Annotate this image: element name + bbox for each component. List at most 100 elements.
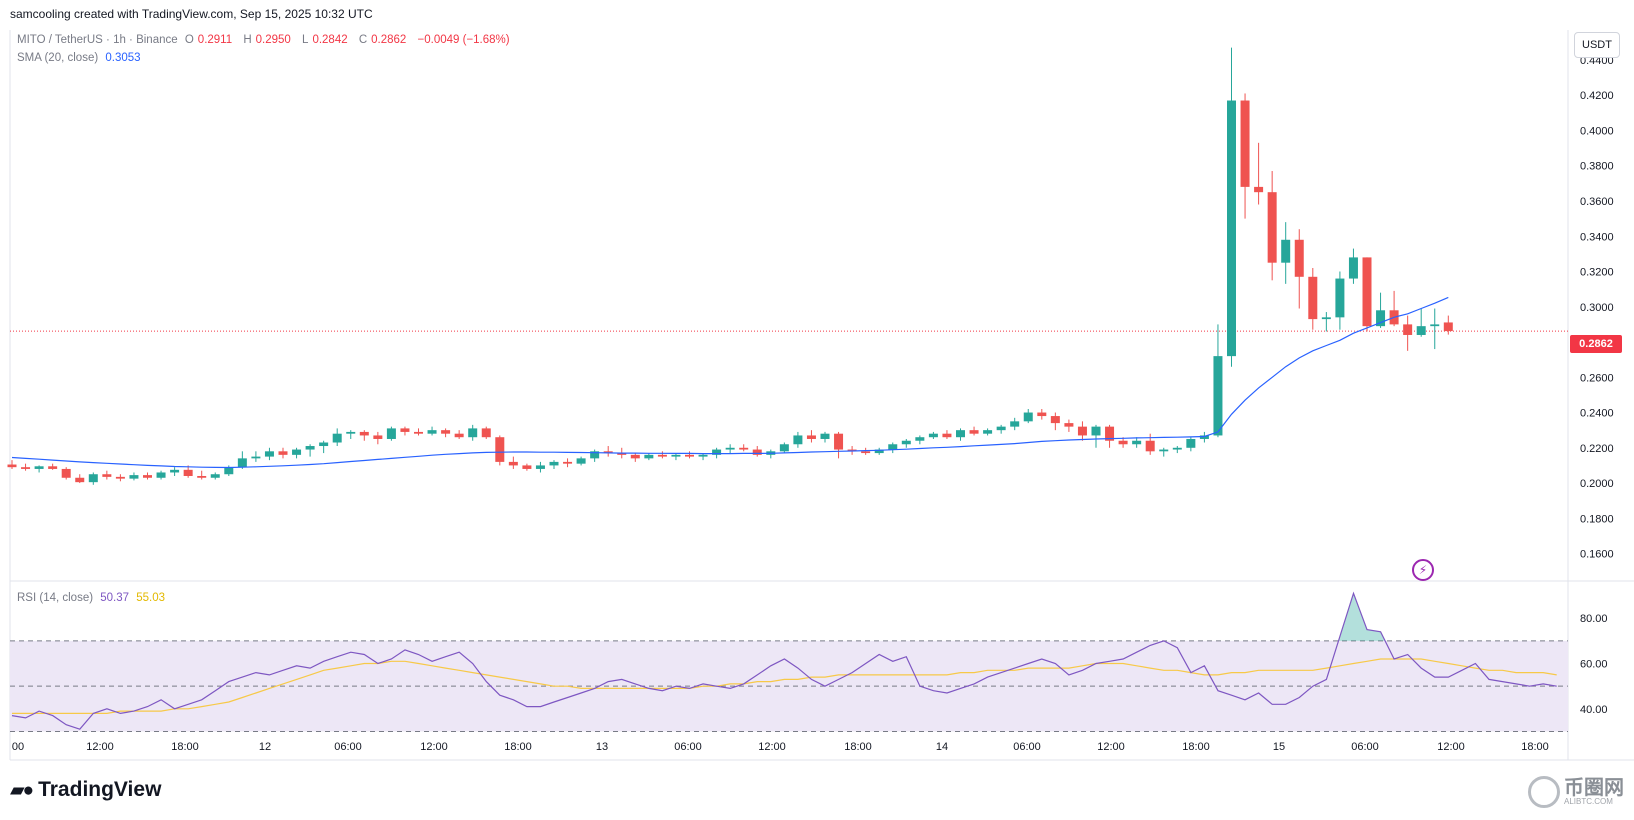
price-tick-label: 0.4000 (1580, 125, 1614, 137)
chart-attribution: samcooling created with TradingView.com,… (10, 7, 373, 21)
time-tick-label: 06:00 (674, 741, 702, 753)
candle-body (657, 454, 667, 457)
candle-body (685, 454, 694, 457)
time-tick-label: 18:00 (1521, 741, 1549, 753)
time-tick-label: 12:00 (1437, 741, 1465, 753)
candle-body (61, 468, 71, 478)
price-tick-label: 0.4200 (1580, 90, 1614, 102)
watermark-url: ALIBTC.COM (1564, 797, 1613, 806)
candle-body (1132, 440, 1142, 445)
open-label: O (184, 34, 194, 46)
candle-body (1105, 426, 1115, 441)
candle-body (1172, 447, 1182, 450)
time-tick-label: 12:00 (420, 741, 448, 753)
price-tick-label: 0.3200 (1580, 267, 1614, 279)
candle-body (983, 430, 993, 434)
candle-body (359, 431, 369, 436)
rsi-value: 50.37 (100, 592, 130, 604)
high-value: 0.2950 (255, 34, 291, 46)
time-tick-label: 06:00 (1351, 741, 1379, 753)
candle-body (264, 451, 274, 457)
candle-body (1118, 440, 1128, 445)
candle-body (1159, 449, 1169, 452)
candle-body (1348, 257, 1358, 279)
candle-body (901, 440, 911, 445)
candle-body (427, 430, 437, 434)
watermark: 币圈网 ALIBTC.COM (1528, 776, 1624, 808)
candle-body (156, 472, 166, 478)
candle-body (1240, 100, 1250, 187)
price-tick-label: 0.2000 (1580, 478, 1614, 490)
candle-body (34, 466, 44, 469)
candle-body (7, 464, 17, 468)
rsi-tick-label: 40.00 (1580, 704, 1608, 716)
change-value: −0.0049 (−1.68%) (417, 34, 510, 46)
sma-line (11, 296, 1449, 469)
time-tick-label: 18:00 (1182, 741, 1210, 753)
candle-body (481, 428, 491, 438)
candle-body (549, 461, 559, 466)
tradingview-brand[interactable]: ▰● TradingView (10, 778, 161, 802)
candle-body (996, 426, 1006, 431)
candle-body (1443, 322, 1453, 332)
candle-body (834, 433, 844, 450)
time-tick-label: 06:00 (334, 741, 362, 753)
rsi-label[interactable]: RSI (14, close) (17, 592, 94, 604)
low-label: L (302, 34, 309, 46)
candle-body (698, 454, 708, 457)
candle-body (1362, 257, 1372, 327)
candle-body (1091, 426, 1101, 436)
candle-body (346, 431, 356, 434)
time-tick-label: 12:00 (86, 741, 114, 753)
time-tick-label: 15 (1273, 741, 1285, 753)
candle-body (1267, 192, 1277, 263)
candle-body (251, 456, 261, 459)
rsi-legend: RSI (14, close) 50.37 55.03 (17, 592, 169, 604)
candle-body (779, 444, 789, 452)
candle-body (535, 465, 545, 469)
candle-body (861, 451, 871, 454)
time-tick-label: 18:00 (504, 741, 532, 753)
candle-body (576, 458, 586, 464)
candle-body (644, 454, 654, 459)
candle-body (874, 449, 884, 454)
time-tick-label: 12:00 (758, 741, 786, 753)
candle-body (1308, 276, 1318, 320)
candle-body (319, 442, 329, 447)
price-tick-label: 0.2200 (1580, 443, 1614, 455)
sma-legend: SMA (20, close) 0.3053 (17, 52, 145, 64)
candle-body (1416, 326, 1426, 335)
candle-body (1077, 426, 1087, 436)
sma-label[interactable]: SMA (20, close) (17, 52, 99, 64)
candle-body (928, 433, 938, 438)
candle-body (183, 469, 193, 476)
high-label: H (243, 34, 252, 46)
candle-body (752, 449, 762, 455)
candle-body (48, 466, 58, 469)
candle-body (671, 454, 681, 457)
candle-body (414, 431, 423, 434)
lightning-bolt-icon[interactable]: ⚡ (1412, 559, 1434, 581)
candle-body (441, 430, 451, 434)
candle-body (1186, 438, 1196, 448)
candle-body (508, 461, 518, 466)
symbol-label[interactable]: MITO / TetherUS · 1h · Binance (17, 34, 178, 46)
time-tick-label: 18:00 (844, 741, 872, 753)
price-tick-label: 0.2600 (1580, 372, 1614, 384)
price-tick-label: 0.3000 (1580, 302, 1614, 314)
candle-body (563, 461, 573, 464)
open-value: 0.2911 (197, 34, 233, 46)
candle-body (956, 430, 965, 438)
candle-body (170, 469, 180, 473)
currency-unit-button[interactable]: USDT (1574, 32, 1620, 58)
close-label: C (358, 34, 368, 46)
sma-value: 0.3053 (105, 52, 141, 64)
candle-body (915, 437, 925, 441)
candle-body (224, 467, 234, 475)
candle-body (1010, 421, 1020, 427)
time-tick-label: 14 (936, 741, 948, 753)
candle-body (1321, 317, 1331, 320)
time-tick-label: 00 (12, 741, 24, 753)
price-tick-label: 0.3800 (1580, 161, 1614, 173)
